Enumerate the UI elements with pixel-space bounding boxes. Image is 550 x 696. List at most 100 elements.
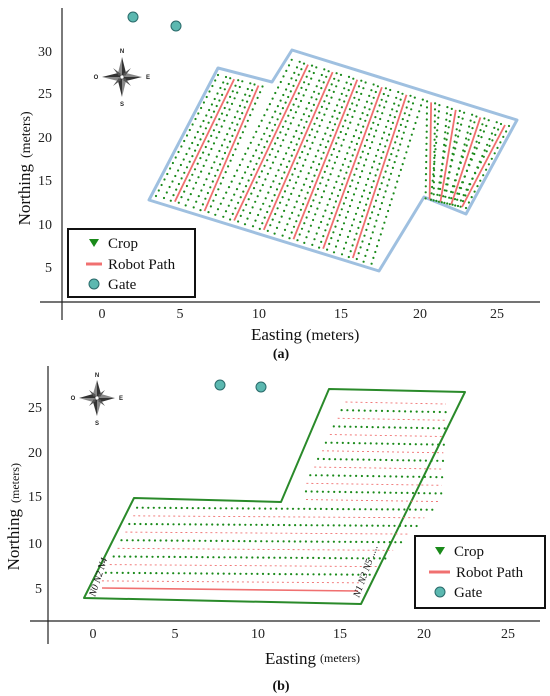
crop-dot [363,234,366,237]
crop-dot [479,179,482,182]
crop-dot [433,114,436,117]
crop-dot [357,162,360,165]
crop-dot [271,199,274,202]
crop-dot [290,141,293,144]
crop-dot [320,87,323,90]
crop-dot [215,155,218,158]
crop-dot [269,224,272,227]
crop-dot [156,555,160,558]
crop-dot [295,129,298,133]
crop-dot [318,124,321,127]
crop-dot [290,556,293,559]
crop-dot [200,106,203,110]
crop-dot [306,153,309,156]
crop-dot [300,189,303,192]
crop-dot [416,116,419,119]
crop-dot [204,197,207,200]
crop-dot [368,191,371,194]
crop-dot [346,152,349,155]
crop-dot [259,208,262,211]
crop-dot [328,217,331,220]
crop-dot [218,118,221,121]
crop-dot [172,194,175,197]
crop-dot [292,135,295,138]
crop-dot [202,101,205,104]
crop-dot [391,108,394,111]
crop-dot [204,127,207,130]
robot-path-line [450,117,482,205]
crop-dot [297,124,300,127]
crop-dot [338,150,341,153]
crop-dot [244,523,247,526]
crop-dot [380,182,383,185]
crop-dot [391,121,394,124]
crop-dot [338,233,342,236]
crop-dot [200,572,203,575]
crop-dot [401,118,404,121]
crop-dot [346,573,349,576]
crop-dot [244,171,247,174]
robot-path-line [133,515,425,519]
crop-dot [298,156,301,159]
crop-dot [221,539,224,543]
crop-dot [473,152,476,156]
crop-dot [318,201,321,204]
crop-dot [238,163,241,167]
crop-dot [221,93,224,96]
crop-dot [368,458,371,461]
crop-dot [293,540,296,543]
crop-dot [438,194,441,197]
crop-dot [268,153,271,156]
crop-dot [485,150,488,153]
crop-dot [436,193,439,196]
crop-dot [282,157,285,161]
crop-dot [425,130,428,133]
crop-dot [307,210,310,213]
crop-dot [241,176,244,180]
crop-dot [295,556,298,559]
crop-dot [376,85,379,88]
crop-dot [187,539,190,542]
crop-dot [359,220,362,224]
panel-a-ytick: 25 [38,87,52,102]
crop-dot [454,134,457,137]
crop-dot [252,168,255,171]
crop-dot [389,475,392,478]
crop-dot [481,123,484,126]
crop-dot [316,540,319,543]
crop-dot [244,93,247,96]
crop-dot [367,177,370,181]
crop-dot [365,203,368,206]
crop-dot [175,188,178,191]
crop-dot [244,185,248,188]
crop-dot [339,458,342,461]
crop-dot [315,66,318,69]
crop-dot [177,572,180,575]
crop-dot [351,244,354,247]
crop-dot [399,426,402,429]
crop-dot [310,540,313,543]
crop-dot [433,156,436,159]
crop-dot [247,147,250,150]
crop-dot [328,159,331,162]
crop-dot [443,189,446,192]
crop-dot [269,507,272,510]
crop-dot [479,129,482,132]
crop-dot [482,130,485,133]
crop-dot [153,539,157,542]
crop-dot [210,166,213,169]
crop-dot [104,571,107,574]
crop-dot [381,442,384,445]
crop-dot [362,87,365,90]
crop-dot [229,95,232,98]
crop-dot [249,523,252,526]
crop-dot [385,100,388,103]
crop-dot [222,523,225,526]
crop-dot [187,198,190,201]
crop-dot [333,161,336,164]
crop-dot [303,241,306,244]
crop-dot [357,137,361,140]
crop-dot [152,506,155,509]
crop-dot [329,134,332,137]
